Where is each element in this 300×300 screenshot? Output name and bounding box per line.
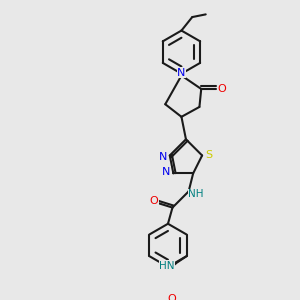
- Text: N: N: [158, 152, 167, 162]
- Text: O: O: [167, 294, 176, 300]
- Text: O: O: [218, 84, 226, 94]
- Text: N: N: [162, 167, 170, 177]
- Text: S: S: [205, 151, 212, 160]
- Text: HN: HN: [159, 261, 175, 271]
- Text: NH: NH: [188, 189, 204, 199]
- Text: O: O: [149, 196, 158, 206]
- Text: N: N: [177, 68, 186, 78]
